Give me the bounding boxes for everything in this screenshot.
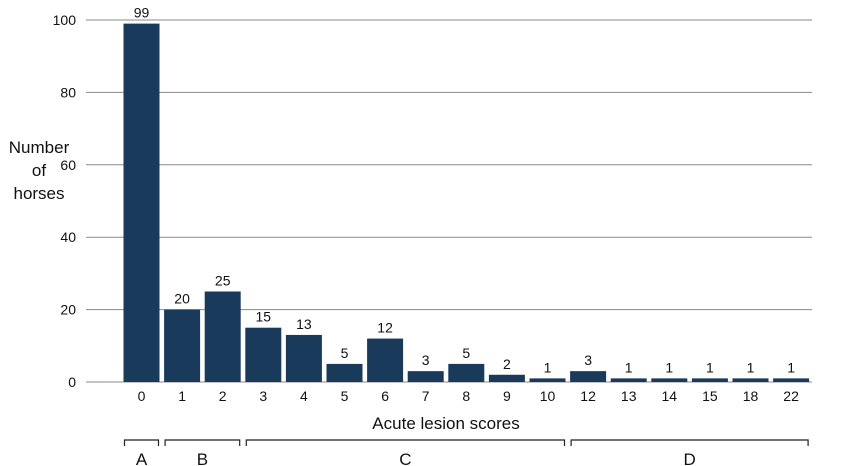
x-tick-label: 8 xyxy=(462,388,470,404)
bar xyxy=(651,378,688,382)
group-bracket xyxy=(570,439,809,446)
bar xyxy=(448,363,485,382)
x-tick-label: 5 xyxy=(341,388,349,404)
y-tick-label: 20 xyxy=(60,302,76,318)
bars xyxy=(123,23,810,383)
bar xyxy=(245,327,282,382)
bar-value-label: 2 xyxy=(503,356,511,372)
bar-value-label: 25 xyxy=(215,273,231,289)
group-label: B xyxy=(197,450,208,466)
x-tick-label: 0 xyxy=(138,388,146,404)
bar xyxy=(773,378,810,382)
bar-value-label: 1 xyxy=(544,359,552,375)
x-tick-label: 14 xyxy=(662,388,678,404)
bar-value-label: 15 xyxy=(256,309,272,325)
bar-value-label: 5 xyxy=(341,345,349,361)
y-tick-label: 60 xyxy=(60,157,76,173)
x-axis-ticks: 0 1 2 3 4 5 6 7 8 9 10 12 13 14 15 18 22 xyxy=(138,388,799,404)
bar-value-label: 3 xyxy=(584,352,592,368)
x-axis-label: Acute lesion scores xyxy=(372,414,519,433)
bar-value-label: 3 xyxy=(422,352,430,368)
y-tick-label: 80 xyxy=(60,84,76,100)
x-tick-label: 10 xyxy=(540,388,556,404)
y-axis-label-line-3: horses xyxy=(13,184,65,203)
x-tick-label: 6 xyxy=(381,388,389,404)
x-tick-label: 1 xyxy=(178,388,186,404)
score-groups: A B C D xyxy=(123,439,809,466)
x-tick-label: 7 xyxy=(422,388,430,404)
x-tick-label: 12 xyxy=(580,388,596,404)
y-axis-label: Number of horses xyxy=(0,136,78,205)
x-tick-label: 22 xyxy=(783,388,799,404)
x-tick-label: 13 xyxy=(621,388,637,404)
y-tick-label: 40 xyxy=(60,229,76,245)
bar xyxy=(367,338,404,382)
bar-value-label: 12 xyxy=(377,320,393,336)
bar xyxy=(204,291,241,382)
group-bracket xyxy=(164,439,241,446)
x-tick-label: 9 xyxy=(503,388,511,404)
bar-value-label: 5 xyxy=(462,345,470,361)
group-label: C xyxy=(399,450,411,466)
bar xyxy=(164,309,201,382)
x-tick-label: 3 xyxy=(259,388,267,404)
x-tick-label: 2 xyxy=(219,388,227,404)
bar xyxy=(610,378,647,382)
bar xyxy=(570,371,607,382)
x-tick-label: 15 xyxy=(702,388,718,404)
y-axis-label-line-2: of xyxy=(31,161,47,180)
bar-value-label: 13 xyxy=(296,316,312,332)
x-tick-label: 4 xyxy=(300,388,308,404)
bar xyxy=(407,371,444,382)
bar-value-label: 1 xyxy=(747,359,755,375)
bar xyxy=(691,378,728,382)
x-tick-label: 18 xyxy=(743,388,759,404)
group-bracket xyxy=(245,439,566,446)
bar xyxy=(285,334,322,382)
group-label: D xyxy=(683,450,695,466)
y-axis-label-line-1: Number xyxy=(8,138,70,157)
bar-value-label: 20 xyxy=(174,291,190,307)
group-bracket xyxy=(123,439,160,446)
bar xyxy=(488,374,525,382)
y-tick-label: 100 xyxy=(53,12,77,28)
bar-value-label: 1 xyxy=(787,359,795,375)
y-tick-label: 0 xyxy=(68,374,76,390)
bar-value-label: 1 xyxy=(625,359,633,375)
bar-value-label: 99 xyxy=(134,5,150,21)
group-label: A xyxy=(136,450,148,466)
y-axis-ticks: 0 20 40 60 80 100 xyxy=(53,12,77,390)
bar xyxy=(326,363,363,382)
bar xyxy=(529,378,566,382)
bar xyxy=(732,378,769,382)
bar-value-label: 1 xyxy=(706,359,714,375)
bar xyxy=(123,23,160,383)
bar-value-label: 1 xyxy=(665,359,673,375)
